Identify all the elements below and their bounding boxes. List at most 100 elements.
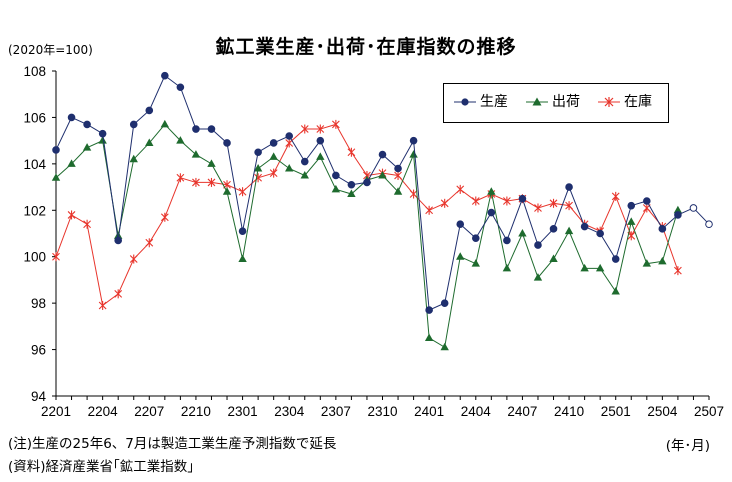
data-point-production [378, 150, 387, 159]
x-tick-label: 2210 [181, 404, 211, 419]
data-point-production [611, 255, 620, 263]
data-point-shipments [471, 259, 480, 267]
x-tick-label: 2410 [554, 404, 584, 419]
data-point-inventory [456, 184, 465, 194]
data-point-production [643, 197, 651, 205]
axes: 94 96 98 100 102 104 106 108 2201 2204 2207 2210 230… [23, 64, 724, 419]
data-point-production [176, 83, 185, 92]
data-point-inventory [176, 173, 185, 183]
data-point-inventory [52, 252, 60, 262]
legend-item-shipments: 出荷 [524, 93, 594, 111]
data-point-shipments [502, 263, 512, 272]
data-point-inventory [67, 210, 76, 220]
x-tick-label: 2501 [601, 404, 631, 419]
data-point-shipments [347, 189, 356, 198]
legend-label: 生産 [480, 94, 508, 110]
data-point-inventory [83, 219, 91, 229]
data-point-production [363, 178, 371, 187]
data-point-production [394, 164, 402, 173]
data-point-shipments [285, 164, 294, 172]
x-tick-label: 2401 [414, 404, 444, 419]
data-point-production [549, 225, 558, 233]
x-tick-label: 2407 [507, 404, 537, 419]
legend-marker-asterisk-icon [598, 97, 620, 107]
data-point-production [534, 241, 542, 249]
data-point-production [114, 236, 122, 245]
y-tick-label: 98 [31, 296, 46, 311]
data-point-shipments [424, 333, 434, 341]
data-point-shipments [207, 159, 216, 167]
data-point-inventory [425, 205, 434, 215]
data-point-production [503, 236, 511, 245]
y-tick-label: 96 [31, 343, 46, 358]
data-point-shipments [533, 273, 543, 281]
data-point-shipments [673, 205, 683, 214]
data-point-shipments [269, 152, 278, 160]
data-point-shipments [316, 152, 325, 160]
data-point-inventory [238, 187, 247, 197]
data-point-shipments [222, 187, 232, 195]
x-tick-label: 2304 [274, 404, 305, 419]
data-point-shipments [595, 263, 605, 272]
data-point-inventory [129, 254, 138, 264]
data-point-production [238, 227, 247, 235]
legend-label: 出荷 [552, 94, 580, 110]
data-point-inventory [192, 177, 200, 187]
data-point-inventory [549, 198, 558, 208]
data-point-production [83, 120, 91, 129]
data-point-shipments [378, 170, 387, 179]
y-tick-label: 102 [23, 203, 46, 218]
x-tick-label: 2207 [134, 404, 164, 419]
data-point-production [254, 148, 262, 157]
data-point-inventory [674, 266, 682, 276]
data-point-production [440, 299, 449, 307]
x-tick-label: 2507 [694, 404, 724, 419]
data-point-shipments [113, 231, 123, 239]
legend-label: 在庫 [624, 94, 652, 110]
data-point-production [300, 157, 309, 166]
data-point-production [285, 132, 294, 140]
data-point-shipments [440, 342, 449, 351]
source-line: (資料)経済産業省｢鉱工業指数｣ [8, 459, 195, 475]
data-point-shipments [487, 187, 496, 195]
data-point-inventory [471, 196, 480, 206]
data-point-inventory [269, 168, 278, 178]
data-point-inventory [394, 170, 402, 180]
data-point-shipments [253, 164, 263, 172]
series-line-shipments [55, 123, 679, 349]
series-layer [51, 71, 713, 351]
x-tick-label: 2307 [321, 404, 351, 419]
data-point-production [192, 125, 200, 133]
data-point-inventory [502, 196, 511, 206]
data-point-shipments [145, 138, 154, 146]
data-point-shipments [658, 256, 667, 265]
x-tick-label: 2504 [647, 404, 678, 419]
data-point-shipments [129, 154, 138, 163]
data-point-production [674, 211, 682, 219]
data-point-inventory [440, 198, 449, 208]
x-tick-label: 2301 [228, 404, 258, 419]
data-point-production [596, 229, 604, 238]
legend-item-production: 生産 [452, 93, 522, 111]
data-point-production [332, 171, 340, 180]
data-point-production [347, 180, 356, 189]
data-point-production [98, 129, 107, 138]
data-point-shipments [642, 259, 652, 267]
data-point-production [161, 71, 169, 80]
y-unit-label: (2020年=100) [8, 43, 93, 57]
data-point-inventory [409, 189, 418, 199]
data-point-production [456, 220, 465, 229]
y-tick-label: 106 [23, 110, 46, 125]
data-point-production [627, 201, 636, 210]
data-point-shipments [176, 136, 185, 144]
data-point-shipments [580, 263, 589, 272]
data-point-shipments [331, 184, 341, 193]
data-point-inventory [145, 238, 154, 248]
data-point-inventory [347, 147, 356, 157]
y-tick-label: 100 [23, 250, 46, 265]
data-point-shipments [456, 252, 465, 260]
x-tick-label: 2404 [461, 404, 492, 419]
data-point-production [52, 146, 60, 154]
chart-title: 鉱工業生産･出荷･在庫指数の推移 [215, 36, 517, 58]
